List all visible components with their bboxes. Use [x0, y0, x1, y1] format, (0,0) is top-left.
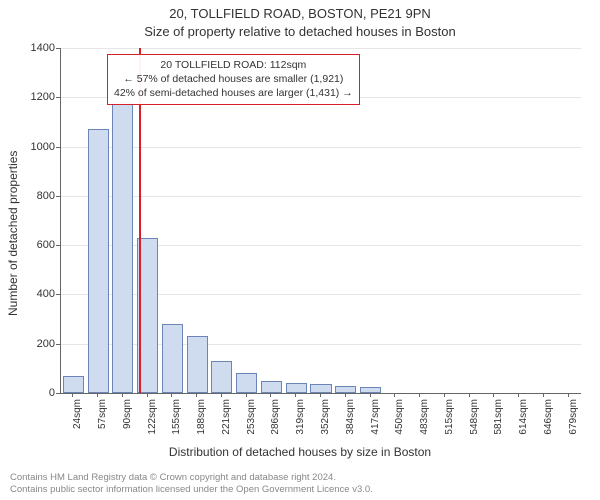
x-tick-mark [171, 393, 172, 397]
x-tick-label: 679sqm [568, 399, 579, 449]
y-tick-label: 200 [5, 338, 55, 350]
x-tick-mark [97, 393, 98, 397]
x-tick-mark [320, 393, 321, 397]
title-address: 20, TOLLFIELD ROAD, BOSTON, PE21 9PN [0, 6, 600, 21]
x-tick-mark [394, 393, 395, 397]
title-subtitle: Size of property relative to detached ho… [0, 24, 600, 39]
x-tick-mark [122, 393, 123, 397]
x-tick-label: 319sqm [295, 399, 306, 449]
x-tick-label: 614sqm [518, 399, 529, 449]
y-tick-mark [56, 97, 60, 98]
y-tick-mark [56, 393, 60, 394]
info-line-3: 42% of semi-detached houses are larger (… [114, 86, 353, 100]
x-tick-mark [295, 393, 296, 397]
x-tick-mark [221, 393, 222, 397]
x-tick-label: 646sqm [543, 399, 554, 449]
footer-line-1: Contains HM Land Registry data © Crown c… [10, 472, 373, 484]
y-tick-mark [56, 147, 60, 148]
info-line-1: 20 TOLLFIELD ROAD: 112sqm [114, 58, 353, 72]
x-tick-label: 155sqm [171, 399, 182, 449]
info-line-2: ← 57% of detached houses are smaller (1,… [114, 72, 353, 86]
y-tick-mark [56, 48, 60, 49]
x-tick-label: 221sqm [221, 399, 232, 449]
y-tick-label: 1400 [5, 42, 55, 54]
x-tick-mark [370, 393, 371, 397]
y-tick-mark [56, 245, 60, 246]
x-tick-mark [518, 393, 519, 397]
chart-container: 20, TOLLFIELD ROAD, BOSTON, PE21 9PN Siz… [0, 0, 600, 500]
x-tick-label: 581sqm [493, 399, 504, 449]
x-tick-label: 515sqm [444, 399, 455, 449]
x-tick-label: 450sqm [394, 399, 405, 449]
x-tick-mark [246, 393, 247, 397]
y-tick-mark [56, 294, 60, 295]
bar [360, 387, 381, 393]
x-tick-mark [469, 393, 470, 397]
x-tick-mark [543, 393, 544, 397]
info-box: 20 TOLLFIELD ROAD: 112sqm ← 57% of detac… [107, 54, 360, 105]
x-tick-label: 548sqm [469, 399, 480, 449]
y-tick-mark [56, 344, 60, 345]
x-tick-mark [147, 393, 148, 397]
x-tick-label: 24sqm [72, 399, 83, 449]
y-tick-label: 1200 [5, 91, 55, 103]
bar [286, 383, 307, 393]
y-tick-mark [56, 196, 60, 197]
bar [63, 376, 84, 393]
x-tick-mark [196, 393, 197, 397]
bar [187, 336, 208, 393]
y-tick-label: 400 [5, 288, 55, 300]
x-tick-mark [419, 393, 420, 397]
footer: Contains HM Land Registry data © Crown c… [10, 472, 373, 496]
x-tick-mark [72, 393, 73, 397]
plot-area: 20 TOLLFIELD ROAD: 112sqm ← 57% of detac… [60, 48, 581, 394]
bar [261, 381, 282, 393]
x-tick-label: 417sqm [370, 399, 381, 449]
x-tick-label: 90sqm [122, 399, 133, 449]
bar [310, 384, 331, 393]
bar [162, 324, 183, 393]
x-tick-label: 253sqm [246, 399, 257, 449]
y-tick-label: 600 [5, 239, 55, 251]
footer-line-2: Contains public sector information licen… [10, 484, 373, 496]
x-tick-label: 122sqm [147, 399, 158, 449]
bar [236, 373, 257, 393]
bar [88, 129, 109, 393]
x-tick-label: 384sqm [345, 399, 356, 449]
bar [335, 386, 356, 393]
y-tick-label: 0 [5, 387, 55, 399]
x-tick-label: 352sqm [320, 399, 331, 449]
x-tick-label: 286sqm [270, 399, 281, 449]
y-tick-label: 800 [5, 190, 55, 202]
x-tick-mark [345, 393, 346, 397]
x-tick-label: 188sqm [196, 399, 207, 449]
x-tick-mark [568, 393, 569, 397]
x-tick-label: 57sqm [97, 399, 108, 449]
x-tick-mark [270, 393, 271, 397]
x-tick-mark [493, 393, 494, 397]
x-tick-label: 483sqm [419, 399, 430, 449]
y-tick-label: 1000 [5, 141, 55, 153]
bar [211, 361, 232, 393]
bar [112, 102, 133, 393]
x-tick-mark [444, 393, 445, 397]
